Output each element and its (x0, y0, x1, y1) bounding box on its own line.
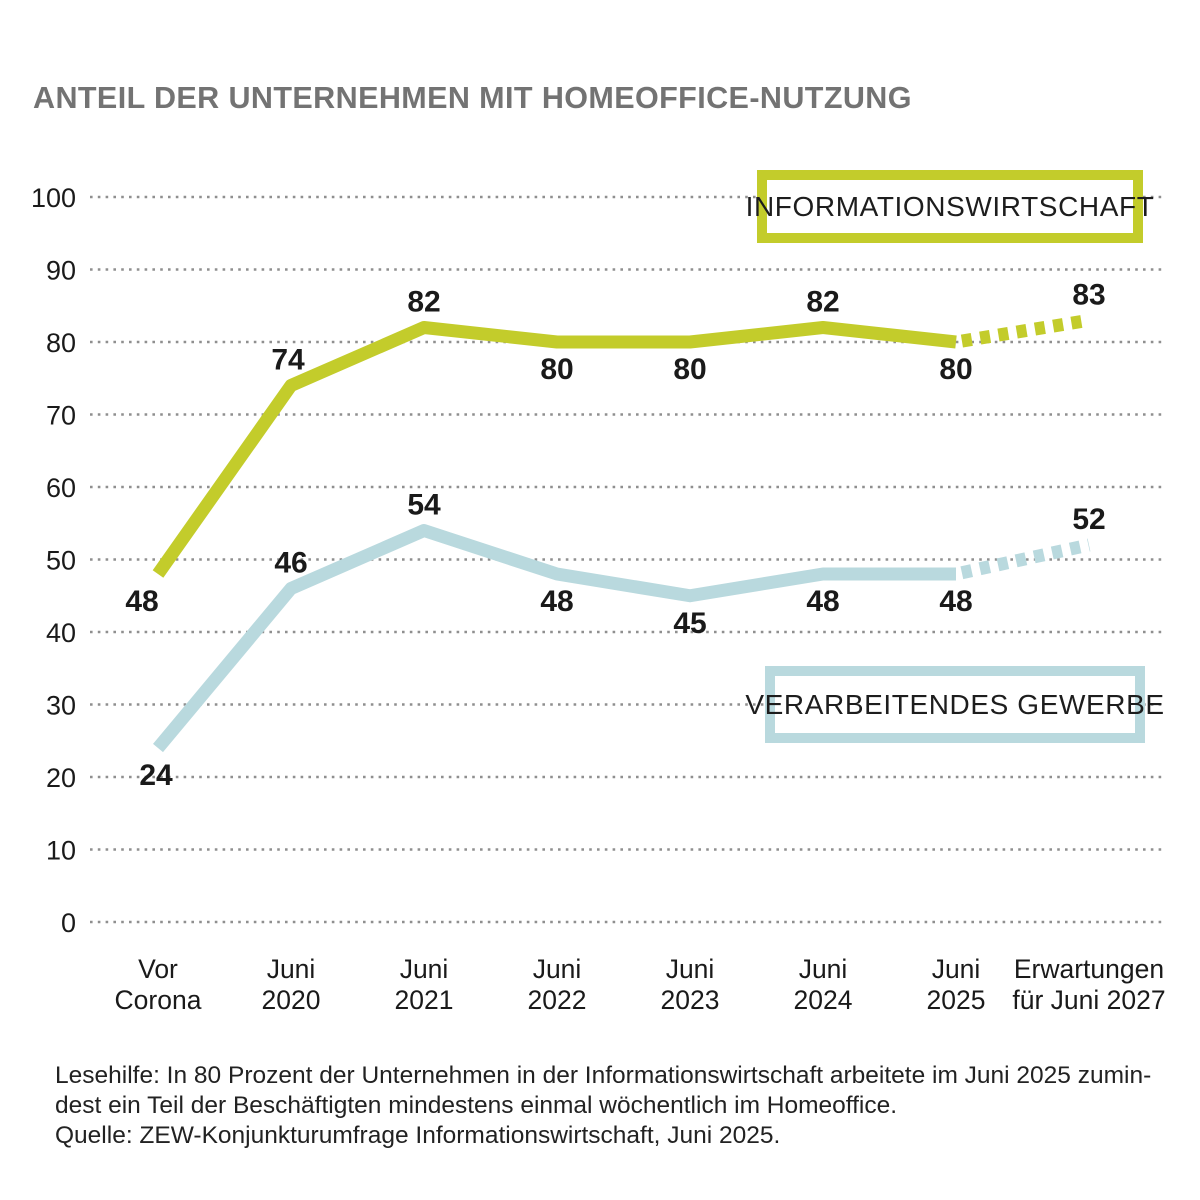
footnote-lesehilfe-line2: dest ein Teil der Beschäftigten mindeste… (55, 1092, 898, 1119)
series-line-solid (152, 321, 957, 578)
x-tick-label-line2: 2023 (661, 985, 720, 1015)
legend-verarbeitendes-gewerbe: VERARBEITENDES GEWERBE (745, 666, 1164, 743)
x-tick-label-line2: 2022 (528, 985, 587, 1015)
value-labels-informationswirtschaft: 48 74 82 80 80 82 80 83 (125, 278, 1105, 618)
data-point-label: 80 (673, 353, 706, 386)
footnote-lesehilfe-line1: Lesehilfe: In 80 Prozent der Unternehmen… (55, 1062, 1152, 1089)
series-line-forecast-dashed (954, 538, 1091, 581)
data-point-label: 48 (806, 585, 839, 618)
x-tick-label-line1: Juni (533, 954, 582, 984)
data-point-label: 80 (939, 353, 972, 386)
y-tick-label: 0 (61, 908, 76, 938)
series-informationswirtschaft (152, 313, 1091, 578)
data-point-label: 82 (806, 286, 839, 319)
legend-informationswirtschaft-label: INFORMATIONSWIRTSCHAFT (745, 190, 1155, 222)
x-axis-labels: VorCoronaJuni2020Juni2021Juni2022Juni202… (115, 954, 1166, 1015)
y-tick-label: 20 (46, 763, 76, 793)
data-point-label: 24 (139, 759, 173, 792)
data-point-label: 83 (1072, 278, 1105, 311)
y-tick-label: 70 (46, 401, 76, 431)
data-point-label: 48 (125, 585, 158, 618)
series-line-forecast-dashed (954, 313, 1091, 349)
data-point-label: 54 (407, 489, 441, 522)
data-point-label: 74 (271, 344, 305, 377)
x-tick-label-line1: Juni (267, 954, 316, 984)
x-tick-label-line1: Juni (400, 954, 449, 984)
x-tick-label-line2: 2021 (395, 985, 454, 1015)
value-labels-verarbeitendes-gewerbe: 24 46 54 48 45 48 48 52 (139, 489, 1105, 793)
x-tick-label-line1: Juni (666, 954, 715, 984)
y-tick-label: 40 (46, 618, 76, 648)
series-line-solid (153, 524, 956, 753)
data-point-label: 46 (274, 547, 307, 580)
y-tick-label: 10 (46, 836, 76, 866)
x-tick-label-line1: Juni (799, 954, 848, 984)
y-tick-label: 60 (46, 473, 76, 503)
data-point-label: 82 (407, 286, 440, 319)
y-tick-label: 100 (31, 183, 76, 213)
x-tick-label-line2: 2020 (262, 985, 321, 1015)
x-tick-label-line2: Corona (115, 985, 202, 1015)
x-tick-label-line1: Juni (932, 954, 981, 984)
series-verarbeitendes-gewerbe (153, 524, 1091, 753)
x-tick-label-line2: 2024 (794, 985, 853, 1015)
x-tick-label-line1: Erwartungen (1014, 954, 1164, 984)
data-point-label: 48 (939, 585, 972, 618)
x-tick-label-line2: für Juni 2027 (1012, 985, 1165, 1015)
footnote-quelle: Quelle: ZEW-Konjunkturumfrage Informatio… (55, 1122, 781, 1149)
y-tick-label: 30 (46, 691, 76, 721)
data-point-label: 80 (540, 353, 573, 386)
chart-title: ANTEIL DER UNTERNEHMEN MIT HOMEOFFICE-NU… (33, 80, 912, 115)
data-point-label: 45 (673, 607, 706, 640)
footnote: Lesehilfe: In 80 Prozent der Unternehmen… (55, 1061, 1165, 1151)
data-point-label: 48 (540, 585, 573, 618)
y-tick-label: 90 (46, 256, 76, 286)
legend-informationswirtschaft: INFORMATIONSWIRTSCHAFT (746, 170, 1154, 243)
x-tick-label-line2: 2025 (927, 985, 986, 1015)
legend-verarbeitendes-gewerbe-label: VERARBEITENDES GEWERBE (745, 688, 1165, 720)
y-tick-label: 80 (46, 328, 76, 358)
y-axis-labels: 0 10 20 30 40 50 60 70 80 90 100 (31, 183, 76, 938)
y-tick-label: 50 (46, 546, 76, 576)
x-tick-label-line1: Vor (138, 954, 178, 984)
data-point-label: 52 (1072, 503, 1105, 536)
